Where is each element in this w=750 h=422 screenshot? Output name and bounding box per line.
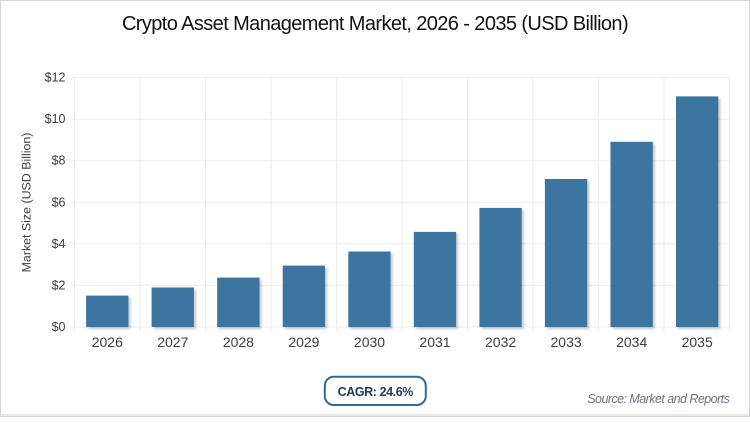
svg-text:$2: $2 — [52, 278, 66, 292]
svg-text:Market Size (USD Billion): Market Size (USD Billion) — [20, 133, 34, 273]
svg-text:Crypto Asset Management Market: Crypto Asset Management Market, 2026 - 2… — [122, 13, 628, 35]
svg-text:2033: 2033 — [551, 334, 582, 350]
svg-text:$0: $0 — [52, 320, 66, 334]
svg-text:2030: 2030 — [354, 334, 385, 350]
svg-text:2035: 2035 — [682, 334, 713, 350]
svg-text:2032: 2032 — [485, 334, 516, 350]
svg-text:2027: 2027 — [157, 334, 188, 350]
svg-text:$6: $6 — [52, 195, 66, 209]
svg-text:$8: $8 — [52, 154, 66, 168]
svg-text:Source: Market and Reports: Source: Market and Reports — [587, 392, 729, 406]
svg-text:$4: $4 — [52, 237, 66, 251]
svg-text:CAGR: 24.6%: CAGR: 24.6% — [338, 385, 414, 399]
svg-text:2029: 2029 — [288, 334, 319, 350]
svg-text:2034: 2034 — [616, 334, 647, 350]
svg-text:2031: 2031 — [419, 334, 450, 350]
svg-text:2026: 2026 — [92, 334, 123, 350]
svg-text:2028: 2028 — [223, 334, 254, 350]
svg-text:$12: $12 — [45, 71, 66, 85]
svg-text:$10: $10 — [45, 112, 66, 126]
